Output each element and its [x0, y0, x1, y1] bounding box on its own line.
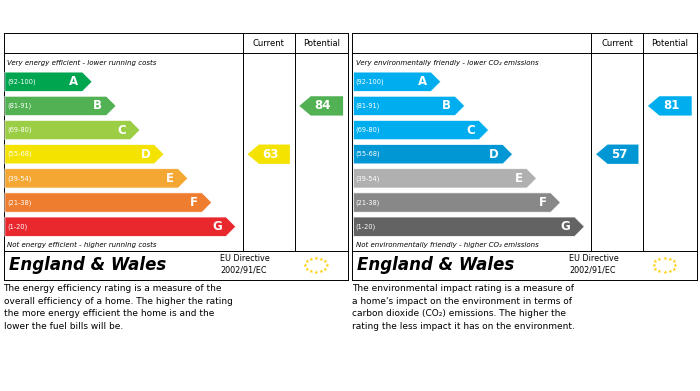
Text: ★: ★	[304, 260, 309, 264]
Text: ★: ★	[304, 267, 309, 271]
Text: (39-54): (39-54)	[7, 175, 31, 182]
Text: 81: 81	[664, 99, 680, 112]
Text: Potential: Potential	[302, 39, 340, 48]
Text: ★: ★	[672, 260, 676, 264]
Text: C: C	[118, 124, 126, 136]
Text: ★: ★	[319, 269, 324, 274]
Text: Not energy efficient - higher running costs: Not energy efficient - higher running co…	[7, 242, 156, 248]
Polygon shape	[5, 193, 212, 212]
Text: ★: ★	[657, 269, 661, 274]
Text: D: D	[489, 148, 499, 161]
Polygon shape	[354, 96, 465, 116]
Text: (81-91): (81-91)	[7, 103, 31, 109]
Polygon shape	[248, 145, 290, 164]
Polygon shape	[354, 193, 561, 212]
Text: F: F	[538, 196, 547, 209]
Text: ★: ★	[653, 260, 657, 264]
Polygon shape	[354, 120, 489, 140]
Text: ★: ★	[652, 263, 656, 268]
Polygon shape	[5, 120, 140, 140]
Text: C: C	[466, 124, 475, 136]
Text: (1-20): (1-20)	[7, 223, 27, 230]
Text: 63: 63	[262, 148, 279, 161]
Text: ★: ★	[325, 263, 329, 268]
Text: (55-68): (55-68)	[356, 151, 380, 158]
Polygon shape	[5, 145, 164, 164]
Text: Very environmentally friendly - lower CO₂ emissions: Very environmentally friendly - lower CO…	[356, 59, 538, 66]
Polygon shape	[354, 169, 536, 188]
Text: (92-100): (92-100)	[7, 79, 36, 85]
Text: Current: Current	[253, 39, 285, 48]
Text: (1-20): (1-20)	[356, 223, 376, 230]
Text: ★: ★	[314, 256, 318, 261]
Text: ★: ★	[323, 267, 328, 271]
Polygon shape	[354, 72, 441, 91]
Text: (81-91): (81-91)	[356, 103, 380, 109]
Text: F: F	[190, 196, 198, 209]
Text: (69-80): (69-80)	[356, 127, 380, 133]
Polygon shape	[5, 72, 92, 91]
Polygon shape	[596, 145, 638, 164]
Text: EU Directive
2002/91/EC: EU Directive 2002/91/EC	[220, 254, 270, 274]
Text: ★: ★	[672, 267, 676, 271]
Text: (55-68): (55-68)	[7, 151, 31, 158]
Text: ★: ★	[319, 257, 324, 262]
Text: ★: ★	[668, 257, 673, 262]
Text: (21-38): (21-38)	[356, 199, 380, 206]
Text: ★: ★	[314, 270, 318, 275]
Text: Energy Efficiency Rating: Energy Efficiency Rating	[8, 10, 172, 23]
Polygon shape	[5, 217, 236, 236]
Text: (69-80): (69-80)	[7, 127, 31, 133]
Text: ★: ★	[662, 270, 667, 275]
Polygon shape	[5, 96, 116, 116]
Text: ★: ★	[323, 260, 328, 264]
Text: 84: 84	[315, 99, 331, 112]
Text: ★: ★	[653, 267, 657, 271]
Text: D: D	[141, 148, 150, 161]
Text: Environmental Impact (CO₂) Rating: Environmental Impact (CO₂) Rating	[357, 10, 589, 23]
Polygon shape	[5, 169, 188, 188]
Text: EU Directive
2002/91/EC: EU Directive 2002/91/EC	[569, 254, 619, 274]
Text: (21-38): (21-38)	[7, 199, 31, 206]
Text: A: A	[418, 75, 427, 88]
Text: Not environmentally friendly - higher CO₂ emissions: Not environmentally friendly - higher CO…	[356, 242, 538, 248]
Text: ★: ★	[662, 256, 667, 261]
Text: ★: ★	[308, 269, 313, 274]
Text: (92-100): (92-100)	[356, 79, 384, 85]
Text: The energy efficiency rating is a measure of the
overall efficiency of a home. T: The energy efficiency rating is a measur…	[4, 284, 232, 330]
Text: ★: ★	[657, 257, 661, 262]
Text: A: A	[69, 75, 78, 88]
Polygon shape	[354, 145, 512, 164]
Text: ★: ★	[673, 263, 678, 268]
Text: G: G	[212, 220, 222, 233]
Text: ★: ★	[308, 257, 313, 262]
Text: Potential: Potential	[651, 39, 688, 48]
Text: England & Wales: England & Wales	[8, 256, 166, 274]
Text: England & Wales: England & Wales	[357, 256, 514, 274]
Text: E: E	[166, 172, 174, 185]
Text: B: B	[93, 99, 102, 112]
Text: Very energy efficient - lower running costs: Very energy efficient - lower running co…	[7, 59, 156, 66]
Polygon shape	[300, 96, 343, 116]
Text: Current: Current	[601, 39, 634, 48]
Text: ★: ★	[303, 263, 307, 268]
Text: 57: 57	[611, 148, 627, 161]
Polygon shape	[648, 96, 692, 116]
Text: ★: ★	[668, 269, 673, 274]
Polygon shape	[354, 217, 584, 236]
Text: (39-54): (39-54)	[356, 175, 380, 182]
Text: B: B	[442, 99, 451, 112]
Text: E: E	[514, 172, 523, 185]
Text: The environmental impact rating is a measure of
a home's impact on the environme: The environmental impact rating is a mea…	[352, 284, 575, 330]
Text: G: G	[561, 220, 570, 233]
